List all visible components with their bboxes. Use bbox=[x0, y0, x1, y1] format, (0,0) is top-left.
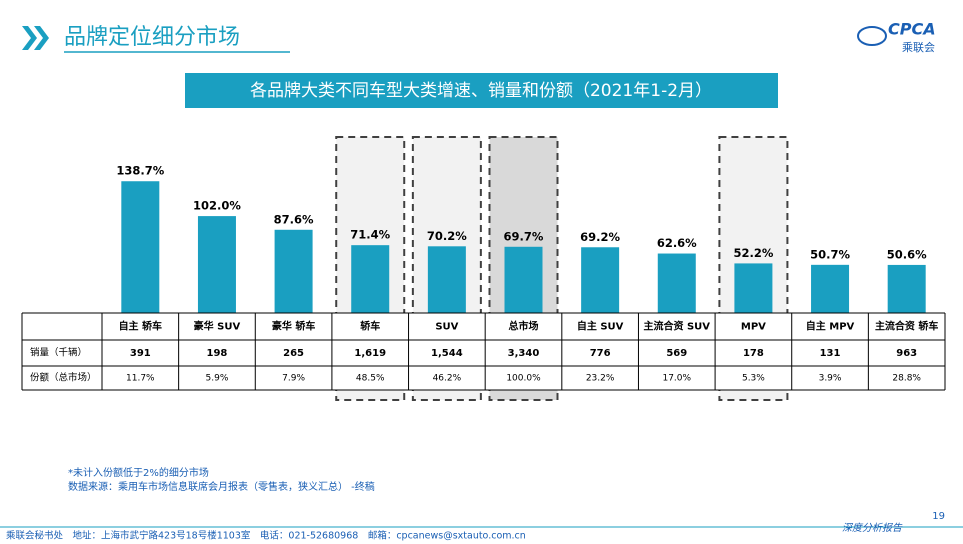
category-label: 豪华 SUV bbox=[194, 320, 241, 333]
category-label: 主流合资 轿车 bbox=[875, 320, 938, 333]
table-cell: 3.9% bbox=[819, 374, 842, 384]
table-cell: 48.5% bbox=[356, 374, 385, 384]
table-cell: 391 bbox=[130, 348, 151, 359]
table-cell: 5.9% bbox=[206, 374, 229, 384]
table-cell: 1,619 bbox=[354, 348, 386, 359]
value-label: 50.6% bbox=[887, 247, 927, 261]
table-cell: 198 bbox=[207, 348, 228, 359]
chevron-icon bbox=[22, 26, 49, 50]
table-cell: 11.7% bbox=[126, 374, 155, 384]
bar bbox=[427, 246, 466, 313]
chart-title: 各品牌大类不同车型大类增速、销量和份额（2021年1-2月） bbox=[250, 81, 712, 101]
value-label: 52.2% bbox=[733, 246, 773, 260]
bar bbox=[657, 253, 696, 313]
table-cell: 178 bbox=[743, 348, 764, 359]
table-cell: 131 bbox=[820, 348, 841, 359]
table-cell: 776 bbox=[590, 348, 611, 359]
bar bbox=[887, 264, 926, 313]
value-label: 102.0% bbox=[193, 199, 241, 213]
bar bbox=[197, 216, 236, 313]
value-label: 71.4% bbox=[350, 228, 390, 242]
bar bbox=[504, 246, 543, 313]
page-number: 19 bbox=[932, 511, 945, 522]
footer-tag: 深度分析报告 bbox=[842, 522, 903, 534]
note: 数据来源：乘用车市场信息联席会月报表（零售表，狭义汇总） -终稿 bbox=[68, 480, 375, 493]
category-label: 轿车 bbox=[360, 320, 380, 333]
page-title: 品牌定位细分市场 bbox=[64, 25, 240, 50]
category-label: 自主 SUV bbox=[577, 320, 624, 333]
bar bbox=[811, 264, 850, 313]
logo-mark bbox=[857, 26, 887, 46]
table-cell: 963 bbox=[896, 348, 917, 359]
table-cell: 1,544 bbox=[431, 348, 463, 359]
table-cell: 46.2% bbox=[433, 374, 462, 384]
bar bbox=[734, 263, 773, 313]
table-cell: 100.0% bbox=[506, 374, 541, 384]
logo-text: CPCA bbox=[888, 20, 936, 39]
value-label: 138.7% bbox=[116, 164, 164, 178]
table-cell: 265 bbox=[283, 348, 304, 359]
category-label: MPV bbox=[741, 322, 766, 333]
bar bbox=[121, 181, 160, 313]
value-label: 70.2% bbox=[427, 229, 467, 243]
table-cell: 569 bbox=[666, 348, 687, 359]
table-cell: 17.0% bbox=[662, 374, 691, 384]
table-cell: 23.2% bbox=[586, 374, 615, 384]
category-label: SUV bbox=[435, 322, 458, 333]
footer-contact: 乘联会秘书处 地址：上海市武宁路423号18号楼1103室 电话：021-526… bbox=[6, 530, 526, 542]
value-label: 69.7% bbox=[504, 229, 544, 243]
table-cell: 7.9% bbox=[282, 374, 305, 384]
bar bbox=[581, 247, 620, 313]
logo-sub: 乘联会 bbox=[902, 41, 935, 54]
row-label: 份额（总市场） bbox=[30, 372, 97, 384]
category-label: 豪华 轿车 bbox=[272, 320, 315, 333]
note: *未计入份额低于2%的细分市场 bbox=[68, 466, 209, 479]
category-label: 自主 MPV bbox=[806, 320, 855, 333]
category-label: 主流合资 SUV bbox=[643, 320, 710, 333]
value-label: 87.6% bbox=[274, 212, 314, 226]
value-label: 69.2% bbox=[580, 230, 620, 244]
category-label: 总市场 bbox=[509, 320, 539, 333]
table-cell: 5.3% bbox=[742, 374, 765, 384]
bar bbox=[351, 245, 390, 313]
value-label: 62.6% bbox=[657, 236, 697, 250]
value-label: 50.7% bbox=[810, 247, 850, 261]
chart-banner bbox=[185, 73, 778, 108]
table-bg bbox=[22, 313, 945, 390]
category-label: 自主 轿车 bbox=[119, 320, 162, 333]
table-cell: 28.8% bbox=[892, 374, 921, 384]
table-cell: 3,340 bbox=[508, 348, 540, 359]
bar bbox=[274, 229, 313, 313]
row-label: 销量（千辆） bbox=[30, 347, 87, 359]
